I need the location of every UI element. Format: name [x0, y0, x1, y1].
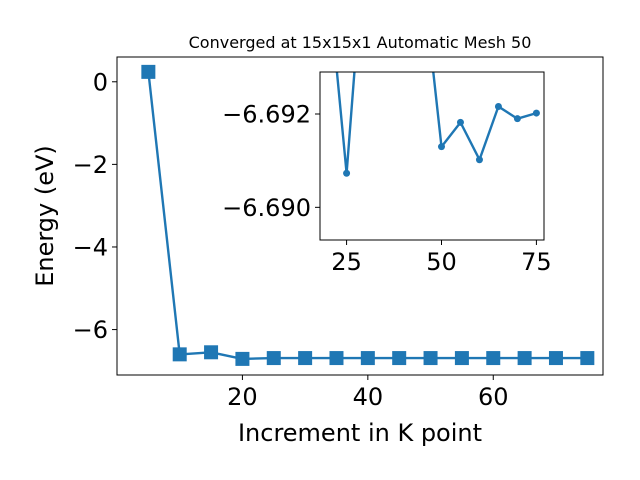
- y-tick-label: −6: [73, 316, 108, 344]
- data-point: [298, 351, 313, 366]
- y-tick-label: −4: [73, 233, 108, 261]
- data-point: [360, 351, 375, 366]
- main-ticks: 20 40 60 0 −2 −4 −6: [73, 68, 509, 411]
- data-point: [266, 351, 281, 366]
- data-point: [235, 351, 250, 366]
- y-tick-label: −6.692: [222, 101, 311, 129]
- data-point: [532, 109, 540, 117]
- inset-series-group: [335, 72, 540, 177]
- data-point: [392, 351, 407, 366]
- data-point: [494, 103, 502, 111]
- data-point: [580, 351, 595, 366]
- data-point: [517, 351, 532, 366]
- y-axis-label: Energy (eV): [31, 145, 59, 287]
- inset-plot-area: 25 50 75 −6.692 −6.690: [222, 71, 552, 277]
- data-point: [437, 143, 445, 151]
- y-tick-label: −6.690: [222, 194, 311, 222]
- data-point: [172, 347, 187, 362]
- x-tick-label: 25: [331, 248, 362, 276]
- main-series-group: [141, 64, 595, 366]
- data-point: [343, 169, 351, 177]
- data-point: [513, 115, 521, 123]
- x-tick-label: 75: [521, 248, 552, 276]
- data-point: [486, 351, 501, 366]
- chart-title: Converged at 15x15x1 Automatic Mesh 50: [189, 33, 532, 52]
- data-point: [204, 345, 219, 360]
- inset-axes-frame: [319, 71, 545, 241]
- x-tick-label: 20: [227, 383, 258, 411]
- y-tick-label: 0: [93, 68, 108, 96]
- x-axis-label: Increment in K point: [238, 419, 482, 447]
- data-point: [329, 351, 344, 366]
- data-point: [548, 351, 563, 366]
- data-point: [475, 156, 483, 164]
- main-axes-frame: [116, 56, 604, 376]
- data-point: [141, 64, 156, 79]
- data-point: [456, 118, 464, 126]
- data-point: [423, 351, 438, 366]
- data-point: [454, 351, 469, 366]
- x-tick-label: 50: [426, 248, 457, 276]
- inset-ticks: 25 50 75 −6.692 −6.690: [222, 101, 552, 277]
- x-tick-label: 40: [353, 383, 384, 411]
- x-tick-label: 60: [478, 383, 509, 411]
- y-tick-label: −2: [73, 151, 108, 179]
- series-line: [335, 72, 537, 175]
